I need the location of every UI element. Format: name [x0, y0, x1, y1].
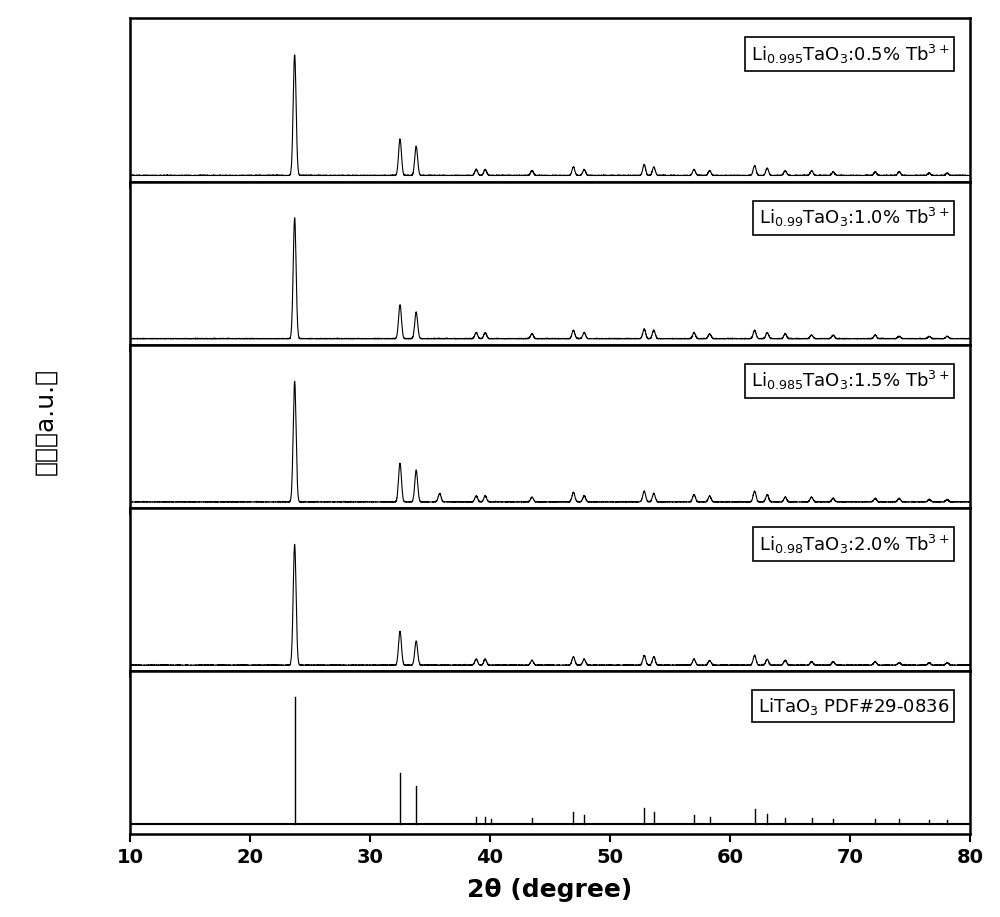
Text: Li$_{0.99}$TaO$_3$:1.0% Tb$^{3+}$: Li$_{0.99}$TaO$_3$:1.0% Tb$^{3+}$	[759, 206, 949, 229]
Text: LiTaO$_3$ PDF#29-0836: LiTaO$_3$ PDF#29-0836	[758, 696, 949, 717]
Text: Li$_{0.985}$TaO$_3$:1.5% Tb$^{3+}$: Li$_{0.985}$TaO$_3$:1.5% Tb$^{3+}$	[751, 370, 949, 392]
Text: Li$_{0.995}$TaO$_3$:0.5% Tb$^{3+}$: Li$_{0.995}$TaO$_3$:0.5% Tb$^{3+}$	[751, 43, 949, 66]
X-axis label: 2θ (degree): 2θ (degree)	[467, 878, 633, 901]
Text: 强度（a.u.）: 强度（a.u.）	[33, 369, 57, 475]
Text: Li$_{0.98}$TaO$_3$:2.0% Tb$^{3+}$: Li$_{0.98}$TaO$_3$:2.0% Tb$^{3+}$	[759, 533, 949, 556]
